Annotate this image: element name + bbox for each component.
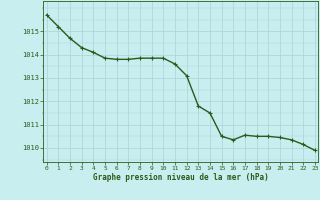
X-axis label: Graphe pression niveau de la mer (hPa): Graphe pression niveau de la mer (hPa) bbox=[93, 173, 269, 182]
